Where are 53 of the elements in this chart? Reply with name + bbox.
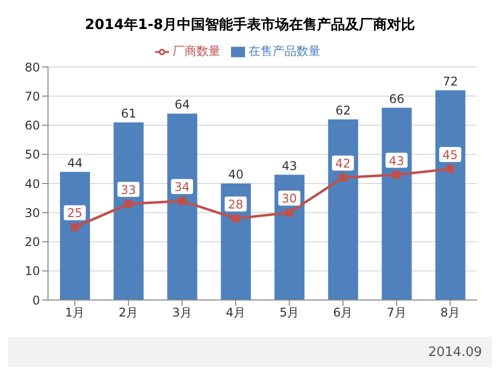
data-label: 25 [67, 206, 82, 220]
point [232, 214, 240, 222]
data-label: 43 [282, 158, 298, 173]
y-tick-label: 10 [24, 264, 40, 278]
data-label: 42 [335, 156, 351, 171]
x-tick-label: 2月 [118, 306, 138, 320]
legend-label: 在售产品数量 [248, 44, 320, 58]
data-label: 33 [120, 182, 136, 197]
data-label: 62 [335, 103, 351, 118]
point [285, 208, 294, 217]
x-tick-label: 5月 [279, 306, 300, 320]
y-tick-label: 20 [24, 235, 40, 250]
data-label: 61 [120, 106, 136, 120]
point [70, 223, 79, 232]
data-label: 43 [388, 154, 404, 168]
x-tick-label: 8月 [440, 306, 460, 320]
data-label: 30 [282, 192, 297, 206]
bar [435, 90, 466, 300]
y-tick-label: 60 [24, 118, 40, 133]
x-tick-label: 7月 [386, 306, 406, 320]
data-label: 34 [174, 180, 190, 194]
point [392, 170, 401, 179]
y-tick-label: 30 [24, 206, 40, 220]
x-tick-label: 3月 [172, 306, 192, 320]
data-label: 44 [67, 156, 83, 170]
bar [328, 119, 358, 300]
y-tick-label: 80 [24, 60, 40, 74]
legend-label: 厂商数量 [172, 44, 220, 58]
bar [274, 174, 304, 300]
data-label: 40 [228, 168, 244, 182]
bar [60, 172, 90, 300]
text: 2014.09 [428, 344, 482, 360]
x-tick-label: 4月 [226, 306, 246, 320]
x-tick-label: 6月 [333, 306, 353, 320]
y-tick-label: 40 [24, 176, 40, 191]
point [124, 200, 132, 208]
point [338, 174, 347, 182]
y-tick-label: 0 [32, 293, 40, 308]
point [178, 196, 186, 205]
data-label: 28 [228, 197, 244, 212]
point [446, 164, 454, 173]
bar [220, 184, 251, 300]
bar [114, 122, 144, 300]
chart-title: 2014年1-8月中国智能手表市场在售产品及厂商对比 [84, 16, 416, 35]
y-tick-label: 50 [24, 148, 40, 162]
data-label: 66 [389, 92, 404, 106]
bar [167, 114, 198, 300]
bar [382, 108, 412, 300]
data-label: 72 [442, 74, 458, 88]
data-label: 45 [442, 148, 458, 162]
y-tick-label: 70 [24, 89, 40, 104]
x-tick-label: 1月 [64, 306, 85, 320]
data-label: 64 [174, 98, 190, 112]
